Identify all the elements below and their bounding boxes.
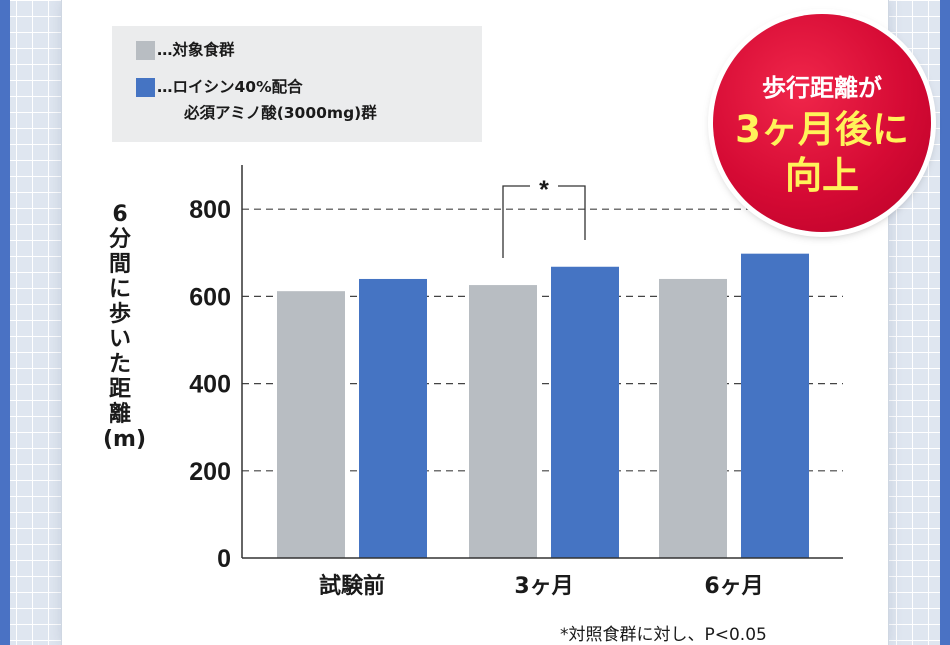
significance-marker: *: [539, 176, 549, 204]
chart-legend: …対象食群 …ロイシン40%配合 必須アミノ酸(3000mg)群: [112, 26, 482, 142]
y-tick-label-400: 400: [189, 371, 231, 399]
right-edge-stripe: [940, 0, 950, 645]
legend-label-control: …対象食群: [157, 41, 235, 59]
bar-2-series-0: [659, 278, 727, 558]
highlight-badge: 歩行距離が 3ヶ月後に 向上: [713, 14, 931, 232]
y-tick-label-800: 800: [189, 196, 231, 224]
annotations: *: [502, 176, 586, 258]
bars: [277, 253, 809, 558]
bar-1-series-0: [469, 285, 537, 558]
x-tick-label-2: 6ヶ月: [704, 574, 763, 599]
bar-1-series-1: [551, 266, 619, 558]
significance-footnote: *対照食群に対し、P<0.05: [560, 625, 767, 645]
x-tick-label-1: 3ヶ月: [514, 574, 573, 599]
bar-0-series-0: [277, 291, 345, 558]
badge-line-1: 歩行距離が: [762, 74, 882, 102]
badge-line-3: 向上: [785, 154, 859, 197]
legend-swatch-control: [136, 41, 155, 60]
bar-0-series-1: [359, 278, 427, 558]
legend-sublabel-treatment: 必須アミノ酸(3000mg)群: [184, 104, 377, 122]
y-tick-label-0: 0: [217, 545, 231, 573]
significance-bracket-left: [502, 185, 530, 258]
legend-swatch-treatment: [136, 78, 155, 97]
left-edge-stripe: [0, 0, 10, 645]
y-tick-label-200: 200: [189, 458, 231, 486]
significance-bracket-right: [558, 185, 586, 240]
y-axis-label: 6分間に歩いた距離(m): [103, 202, 147, 452]
y-tick-label-600: 600: [189, 283, 231, 311]
badge-line-2: 3ヶ月後に: [735, 108, 909, 151]
bar-2-series-1: [741, 253, 809, 558]
x-tick-label-0: 試験前: [319, 573, 385, 599]
axes: 0 200 400 600 800 試験前 3ヶ月 6ヶ月: [189, 165, 843, 599]
legend-label-treatment: …ロイシン40%配合: [157, 78, 303, 96]
